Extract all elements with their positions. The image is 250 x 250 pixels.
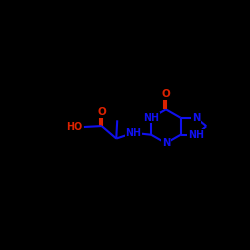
Text: O: O <box>162 89 170 99</box>
Text: NH: NH <box>188 130 204 140</box>
Text: N: N <box>162 138 170 148</box>
Text: HO: HO <box>66 122 82 132</box>
Text: O: O <box>97 107 106 117</box>
Text: N: N <box>192 113 200 123</box>
Text: NH: NH <box>125 128 141 138</box>
Text: NH: NH <box>143 113 159 123</box>
